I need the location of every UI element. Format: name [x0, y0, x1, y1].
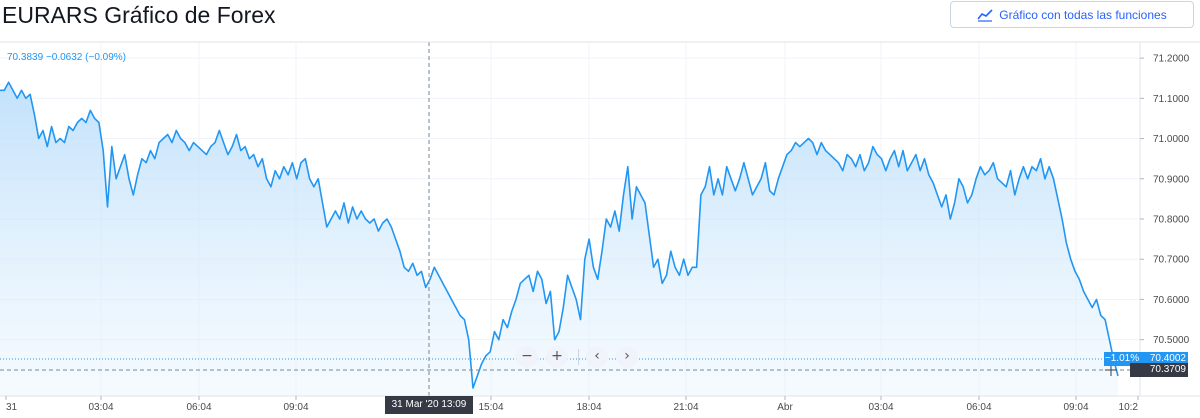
scroll-left-button[interactable]: ‹ — [586, 346, 608, 368]
crosshair-center-icon — [1105, 364, 1117, 376]
crosshair-price-label: 70.3709 — [1130, 363, 1188, 377]
price-tick-label: 70.9000 — [1153, 174, 1190, 185]
chart-line-icon — [977, 8, 993, 22]
legend-change-pct: (−0.09%) — [85, 52, 127, 63]
time-tick-label: 31 — [6, 402, 18, 413]
page-title: EURARS Gráfico de Forex — [2, 2, 276, 28]
time-tick-label: 09:04 — [283, 402, 308, 413]
price-tick-label: 70.6000 — [1153, 295, 1190, 306]
time-tick-label: 06:04 — [966, 402, 991, 413]
chevron-right-icon: › — [624, 348, 630, 364]
time-tick-label: 15:04 — [478, 402, 503, 413]
minus-icon: − — [521, 348, 533, 364]
chart-navigation: − + ‹ › — [516, 346, 640, 368]
full-chart-button[interactable]: Gráfico con todas las funciones — [950, 1, 1194, 28]
time-tick-label: 06:04 — [186, 402, 211, 413]
price-tick-label: 70.8000 — [1153, 215, 1190, 226]
price-tick-label: 71.1000 — [1153, 94, 1190, 105]
crosshair-time-label: 31 Mar '20 13:09 — [385, 396, 473, 414]
time-tick-label: 03:04 — [868, 402, 893, 413]
price-tick-label: 71.0000 — [1153, 134, 1190, 145]
legend: 70.3839 −0.0632 (−0.09%) — [7, 52, 126, 63]
price-line — [0, 81, 1119, 389]
plus-icon: + — [551, 348, 563, 364]
zoom-in-button[interactable]: + — [546, 346, 568, 368]
time-tick-label: 09:04 — [1063, 402, 1088, 413]
price-tick-label: 71.2000 — [1153, 54, 1190, 65]
last-price-label: 70.4002 — [1140, 352, 1188, 366]
last-change-pct-label: −1.01% — [1104, 352, 1140, 366]
time-tick-label: 10:2 — [1119, 402, 1139, 413]
time-tick-label: 21:04 — [673, 402, 698, 413]
scroll-right-button[interactable]: › — [616, 346, 638, 368]
time-tick-label: 03:04 — [88, 402, 113, 413]
nav-divider — [578, 349, 579, 365]
chevron-left-icon: ‹ — [594, 348, 600, 364]
legend-change: −0.0632 — [45, 52, 83, 63]
full-chart-button-label: Gráfico con todas las funciones — [999, 7, 1167, 22]
time-tick-label: Abr — [777, 402, 793, 413]
price-tick-label: 70.5000 — [1153, 335, 1190, 346]
time-tick-label: 18:04 — [576, 402, 601, 413]
price-tick-label: 70.7000 — [1153, 255, 1190, 266]
legend-price: 70.3839 — [7, 52, 44, 63]
price-axis[interactable]: 71.2000 71.1000 71.0000 70.9000 70.8000 70.70… — [1140, 54, 1190, 347]
time-axis[interactable]: 31 03:04 06:04 09:04 15:04 18:04 21:04 Abr 03:04… — [5, 396, 1139, 413]
price-area — [0, 82, 1118, 396]
zoom-out-button[interactable]: − — [516, 346, 538, 368]
